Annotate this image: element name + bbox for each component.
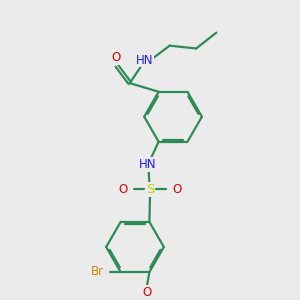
Text: S: S	[146, 183, 154, 196]
Text: HN: HN	[136, 53, 153, 67]
Text: Br: Br	[91, 266, 104, 278]
Text: O: O	[112, 51, 121, 64]
Text: O: O	[142, 286, 151, 299]
Text: O: O	[119, 183, 128, 196]
Text: HN: HN	[139, 158, 157, 171]
Text: O: O	[172, 183, 181, 196]
